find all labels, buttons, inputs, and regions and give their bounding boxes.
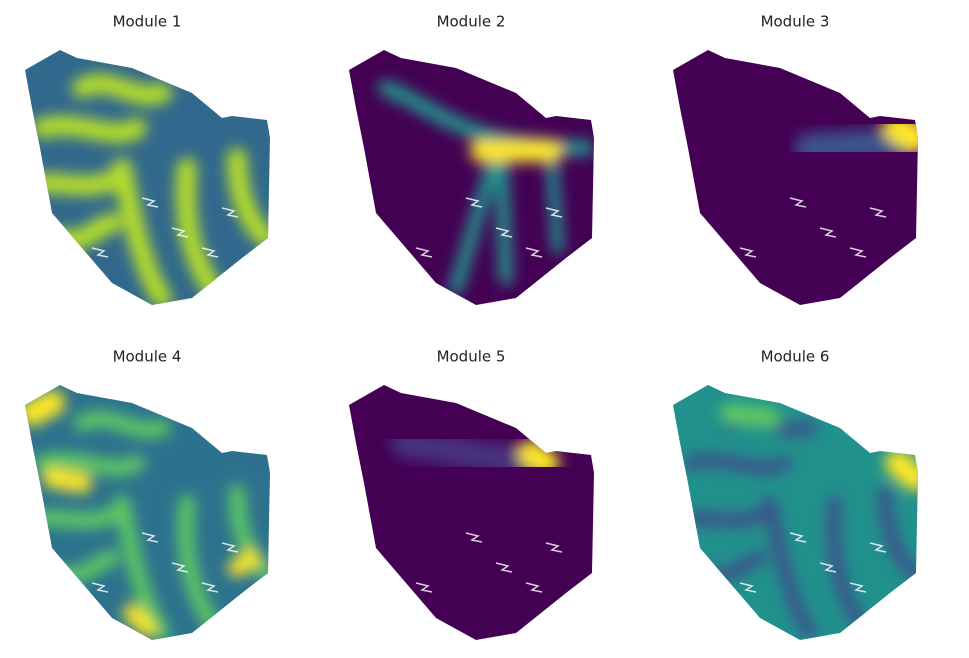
tissue-gap [171,562,189,573]
expression [25,390,270,640]
expression-band [34,452,145,476]
expression-band [720,403,780,428]
expression-band [545,142,564,254]
tissue-gap [819,562,837,573]
tissue-gap [819,227,837,238]
expression-band [883,113,918,153]
expression-band [683,453,792,475]
panel-title: Module 6 [761,348,830,366]
spatial-plot [673,385,918,640]
expression-band [123,604,156,637]
tissue-gap [525,582,543,593]
expression-band [795,128,915,163]
expression [795,113,918,163]
tissue-gap [141,197,159,208]
expression-band [449,146,503,295]
expression-band [229,485,270,581]
expression [378,80,594,295]
tissue-gap [465,197,483,208]
tissue-gap [415,582,433,593]
expression-band [25,390,65,426]
tissue-gap [495,227,513,238]
panel-title: Module 4 [113,348,182,366]
tissue-gap [221,207,239,218]
panel-title: Module 1 [113,13,182,31]
expression-band [114,495,170,640]
tissue [673,50,918,305]
tissue-gap [465,532,483,543]
tissue-gap [201,582,219,593]
tissue-gap [141,532,159,543]
tissue-gap [869,207,887,218]
expression-band [228,549,261,577]
expression-band [227,148,270,248]
expression-band [34,500,130,529]
spatial-plot [673,50,918,305]
expression-band [683,501,777,528]
expression-band [826,496,867,630]
expression-band [878,486,918,580]
spatial-plot [25,385,270,640]
tissue-gap [495,562,513,573]
tissue-gap [869,542,887,553]
tissue [349,385,594,640]
tissue-gap [545,542,563,553]
panel-title: Module 3 [761,13,830,31]
tissue-gap [91,247,109,258]
tissue-gap [789,197,807,208]
tissue-gap [415,247,433,258]
tissue-gap [171,227,189,238]
spatial-plot [349,50,594,305]
expression-band [494,146,513,285]
expression-band [763,496,817,640]
tissue-gap [849,582,867,593]
expression-band [32,163,132,196]
tissue-gap [525,247,543,258]
tissue-gap [739,247,757,258]
expression [32,73,270,305]
expression [391,428,559,478]
tissue-gap [739,582,757,593]
tissue-gap [545,207,563,218]
spatial-plot [25,50,270,305]
panel-title: Module 2 [437,13,506,31]
panel-title: Module 5 [437,348,506,366]
spatial-plot [349,385,594,640]
expression-band [885,450,918,491]
expression-band [72,73,172,105]
tissue-gap [91,582,109,593]
tissue-gap [789,532,807,543]
expression-band [391,428,541,478]
expression-band [518,440,559,476]
tissue-gap [849,247,867,258]
tissue-gap [201,247,219,258]
expression-band [32,115,147,143]
expression-band [42,468,92,493]
tissue-gap [221,542,239,553]
expression-band [74,410,170,438]
expression-band [175,158,222,298]
expression-band [112,158,172,305]
expression-band [177,495,220,631]
